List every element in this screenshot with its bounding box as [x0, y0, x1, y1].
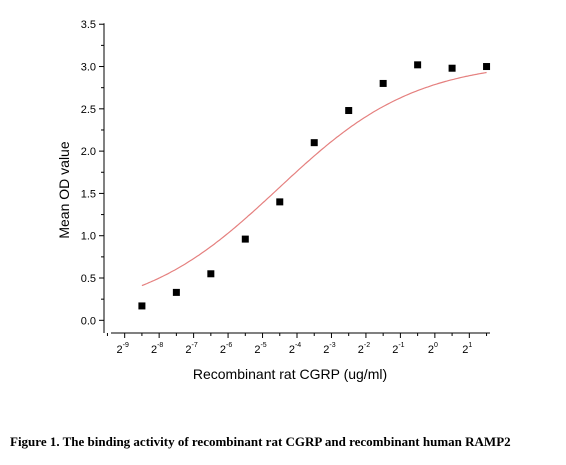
x-tick-base: 2: [323, 344, 329, 356]
data-point: [172, 288, 180, 296]
x-axis-title: Recombinant rat CGRP (ug/ml): [193, 366, 387, 382]
data-point: [241, 235, 249, 243]
x-tick-exponent: -2: [364, 342, 370, 349]
data-point: [414, 61, 422, 69]
x-tick-label: 20: [428, 342, 438, 356]
data-point: [310, 139, 318, 147]
y-tick-label: 2.5: [81, 104, 96, 116]
y-tick-label: 0.5: [81, 273, 96, 285]
x-tick-base: 2: [462, 344, 468, 356]
x-tick-label: 2-3: [323, 342, 335, 356]
data-point: [207, 270, 215, 278]
x-tick-label: 21: [462, 342, 472, 356]
x-tick-exponent: -6: [226, 342, 232, 349]
x-tick-label: 2-7: [185, 342, 197, 356]
x-tick-label: 2-1: [392, 342, 404, 356]
ticks: 0.00.51.01.52.02.53.03.52-9 2-8 2-7 2-6 2-5 2…: [81, 19, 488, 356]
x-tick-exponent: -4: [295, 342, 301, 349]
x-tick-label: 2-8: [151, 342, 163, 356]
y-tick-label: 3.5: [81, 19, 96, 31]
data-points: [138, 61, 491, 310]
x-tick-exponent: -3: [329, 342, 335, 349]
x-tick-base: 2: [220, 344, 226, 356]
data-point: [345, 107, 353, 115]
chart: 0.00.51.01.52.02.53.03.52-9 2-8 2-7 2-6 2-5 2…: [56, 19, 491, 382]
y-tick-label: 2.0: [81, 146, 96, 158]
data-point: [379, 79, 387, 87]
x-tick-label: 2-2: [358, 342, 370, 356]
y-tick-label: 1.5: [81, 188, 96, 200]
y-axis-title: Mean OD value: [56, 141, 72, 238]
x-tick-base: 2: [289, 344, 295, 356]
x-tick-label: 2-6: [220, 342, 232, 356]
x-tick-base: 2: [254, 344, 260, 356]
x-tick-label: 2-5: [254, 342, 266, 356]
x-tick-exponent: -5: [260, 342, 266, 349]
data-point: [138, 302, 146, 310]
x-tick-exponent: 1: [468, 342, 472, 349]
x-tick-exponent: -9: [123, 342, 129, 349]
x-tick-exponent: -1: [398, 342, 404, 349]
fit-curve: [141, 71, 487, 287]
data-point: [483, 63, 491, 71]
x-tick-exponent: 0: [434, 342, 438, 349]
data-point: [448, 64, 456, 72]
x-tick-exponent: -7: [192, 342, 198, 349]
x-tick-base: 2: [428, 344, 434, 356]
data-point: [276, 198, 284, 206]
x-tick-base: 2: [392, 344, 398, 356]
figure-caption: Figure 1. The binding activity of recomb…: [10, 434, 511, 449]
x-tick-label: 2-9: [116, 342, 128, 356]
x-tick-base: 2: [358, 344, 364, 356]
y-tick-label: 0.0: [81, 315, 96, 327]
axes: [103, 23, 490, 334]
y-tick-label: 3.0: [81, 62, 96, 74]
x-tick-exponent: -8: [157, 342, 163, 349]
y-tick-label: 1.0: [81, 231, 96, 243]
x-tick-base: 2: [151, 344, 157, 356]
x-tick-base: 2: [116, 344, 122, 356]
x-tick-base: 2: [185, 344, 191, 356]
x-tick-label: 2-4: [289, 342, 301, 356]
